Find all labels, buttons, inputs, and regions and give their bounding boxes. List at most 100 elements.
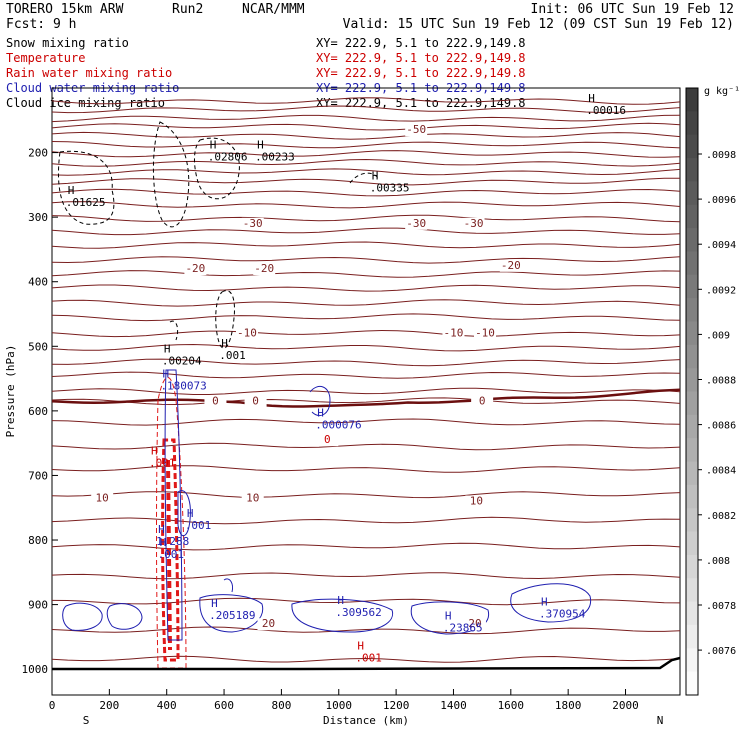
temperature-label: -30 [464,217,484,230]
colorbar-unit: g kg⁻¹ [704,86,740,97]
label-mask [405,124,428,137]
maximum-marker: H [187,507,194,520]
maximum-marker: H [221,337,228,350]
y-tick-label: 900 [28,599,48,612]
maximum-value: .00335 [370,181,410,194]
colorbar-swatch [686,228,698,252]
label-mask [91,492,114,505]
label-mask [257,618,280,631]
snow-contour [57,150,115,225]
isotherm-line [51,542,681,551]
x-tick-label: 400 [157,699,177,712]
colorbar-swatch [686,181,698,206]
cloud-water-contour [106,603,143,630]
isotherm-line [51,329,681,338]
isotherm-line [51,158,681,167]
y-tick-label: 700 [28,469,48,482]
temperature-label: -10 [237,327,257,340]
maximum-value: .001 [185,519,212,532]
colorbar-swatch [686,204,698,229]
cloud-water-contour [223,578,233,593]
isotherm-line [51,655,681,663]
maximum-marker: H [337,594,344,607]
colorbar-tick-label: .0092 [706,285,736,296]
isotherm-line [51,122,681,131]
colorbar-swatch [686,368,698,392]
isotherm-line [51,150,681,158]
label-mask [499,259,522,272]
plot-area: -50 -30 -30 -30 -20 -20 -20 -10 -10 -10 0 0 0 0 10 10 10… [4,87,681,727]
maximum-value: .00233 [255,150,295,163]
colorbar-tick-label: .0084 [706,466,736,477]
isotherm-line [51,241,681,249]
isotherm-line [51,105,681,114]
legend-xy: XY= 222.9, 5.1 to 222.9,149.8 [316,36,526,50]
colorbar: g kg⁻¹ .0098 .0096 .0094 .0092 .009 .0088 .0086… [685,86,740,696]
maximum-value: .180073 [160,380,206,393]
temperature-label: -30 [406,217,426,230]
x-tick-label: 1200 [383,699,410,712]
colorbar-tick-label: .009 [706,330,730,341]
y-tick-label: 300 [28,211,48,224]
colorbar-tick-label: .0086 [706,421,736,432]
terrain-line [52,656,681,671]
maximum-marker: H [164,342,171,355]
y-tick-label: 400 [28,276,48,289]
south-label: S [83,714,90,727]
temperature-label: 0 [479,394,486,407]
maximum-marker: H [211,597,218,610]
snow-contour [169,320,179,341]
isotherm-line [51,284,681,292]
label-mask [471,395,494,408]
label-mask [241,217,264,230]
temperature-label: 0 [252,394,259,407]
colorbar-tick-label: .0078 [706,601,736,612]
colorbar-swatch [686,438,698,463]
isotherm-line [51,313,681,322]
isotherm-line [51,131,681,140]
maximum-marker: H [588,92,595,105]
temperature-label: 20 [262,617,275,630]
colorbar-swatch [686,88,698,112]
isotherm-line [51,214,681,223]
maximum-value: .000076 [315,418,361,431]
rain-contour [166,459,172,651]
colorbar-swatch [686,461,698,486]
colorbar-tick-label: .0096 [706,195,736,206]
hydrometeor-contours [52,121,681,671]
isotherm-line [51,227,681,236]
colorbar-swatch [686,508,698,533]
maximum-marker: H [541,596,548,609]
colorbar-swatch [686,251,698,276]
x-tick-label: 800 [271,699,291,712]
rain-contour [156,377,187,669]
legend-xy: XY= 222.9, 5.1 to 222.9,149.8 [316,96,526,110]
label-mask [253,263,276,276]
x-tick-label: 1000 [326,699,353,712]
temperature-label: -20 [501,259,521,272]
axes: 0 200 400 600 800 1000 1200 1400 1600 1800 2000200… [4,147,663,727]
maximum-value: .02806 [208,150,248,163]
maximum-value: .23865 [443,622,483,635]
isotherm-line [51,442,681,451]
legend: Snow mixing ratio XY= 222.9, 5.1 to 222.9… [6,36,526,110]
y-tick-label: 600 [28,405,48,418]
temperature-label: -30 [243,217,263,230]
isotherm-line [51,343,681,352]
init-time: Init: 06 UTC Sun 19 Feb 12 [531,2,735,17]
temperature-label: 20 [468,617,481,630]
maximum-marker: H [357,639,364,652]
temperature-label: -10 [444,327,464,340]
maximum-value: .00204 [162,354,202,367]
colorbar-tick-label: .008 [706,556,730,567]
colorbar-tick-label: .0088 [706,376,736,387]
colorbar-tick-label: .0094 [706,240,736,251]
isotherm-line [51,299,681,307]
colorbar-swatch [686,391,698,416]
cloud-water-contour [164,369,183,641]
run-label: Run2 [172,2,203,17]
isotherm-line [51,201,681,209]
label-mask [463,618,486,631]
isotherm-line [51,188,681,197]
